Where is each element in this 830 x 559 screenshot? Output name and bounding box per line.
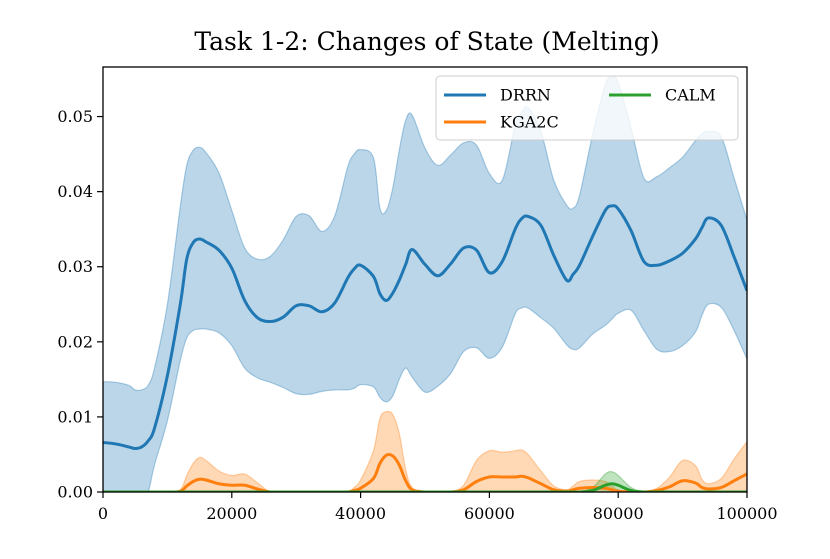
drrn-line [103, 204, 747, 450]
x-tick-label: 100000 [716, 504, 777, 523]
y-tick-label: 0.00 [57, 483, 93, 502]
y-tick-label: 0.01 [57, 407, 93, 426]
x-tick-label: 40000 [335, 504, 386, 523]
x-tick-label: 0 [98, 504, 108, 523]
chart-title: Task 1-2: Changes of State (Melting) [194, 27, 659, 56]
plot-frame [102, 66, 748, 493]
x-tick-label: 20000 [206, 504, 257, 523]
x-tick-label: 80000 [593, 504, 644, 523]
calm-confidence-band [103, 471, 747, 492]
calm-line [103, 482, 747, 492]
kga2c-confidence-band [103, 410, 747, 492]
y-tick-label: 0.04 [57, 182, 93, 201]
legend: DRRN KGA2C CALM [435, 75, 739, 141]
y-tick-label: 0.03 [57, 257, 93, 276]
legend-label-kga2c: KGA2C [500, 113, 559, 132]
legend-label-drrn: DRRN [500, 86, 551, 105]
y-tick-label: 0.02 [57, 332, 93, 351]
x-tick-label: 60000 [464, 504, 515, 523]
y-tick-label: 0.05 [57, 107, 93, 126]
legend-label-calm: CALM [665, 86, 716, 105]
axes: 0 20000 40000 60000 80000 100000 0.00 0.01 0.02 0… [57, 66, 778, 523]
legend-box [435, 75, 739, 141]
